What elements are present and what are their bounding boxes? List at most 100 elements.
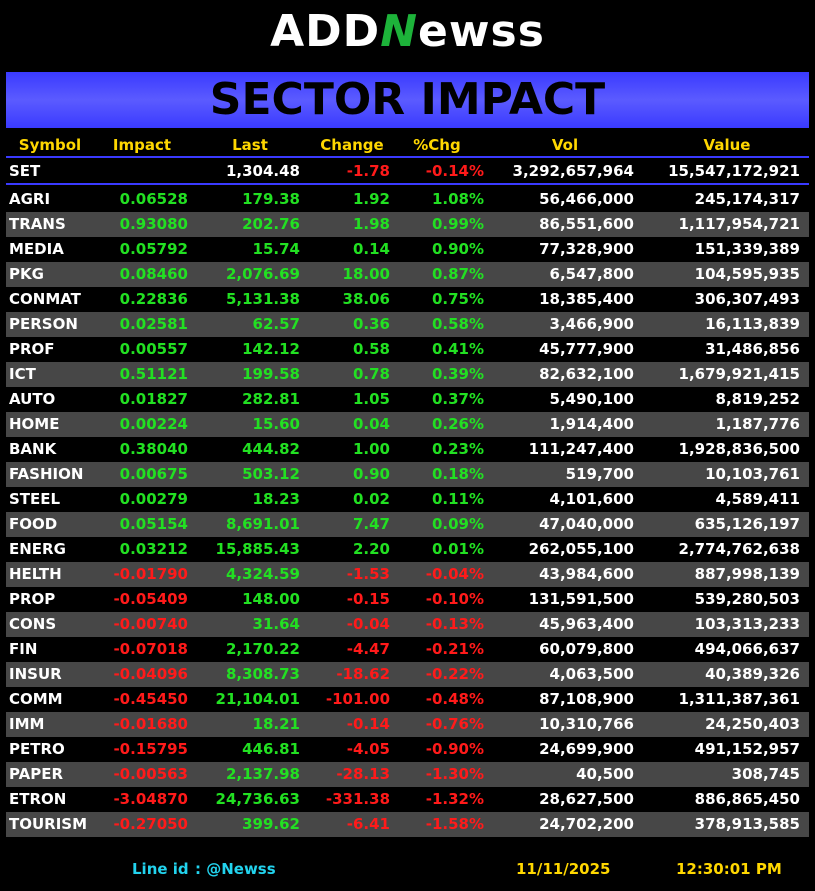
cell: 1,187,776: [715, 415, 800, 433]
cell: FIN: [9, 640, 38, 658]
cell: -0.15795: [113, 740, 188, 758]
cell: -0.15: [346, 590, 390, 608]
cell: 60,079,800: [539, 640, 634, 658]
table-row: PERSON 0.02581 62.57 0.36 0.58% 3,466,900 16,1…: [6, 312, 809, 337]
cell: 494,066,637: [694, 640, 800, 658]
title: SECTOR IMPACT: [209, 74, 606, 125]
column-header: Vol: [551, 136, 579, 154]
cell: 0.08460: [119, 265, 188, 283]
cell: -1.30%: [425, 765, 484, 783]
cell: 2,774,762,638: [678, 540, 800, 558]
cell: -0.05409: [113, 590, 188, 608]
cell: 282.81: [242, 390, 300, 408]
cell: 0.23%: [431, 440, 484, 458]
cell: 0.87%: [431, 265, 484, 283]
cell: 24,702,200: [539, 815, 634, 833]
cell: 3,292,657,964: [512, 162, 634, 180]
cell: 142.12: [242, 340, 300, 358]
header-row: Symbol Impact Last Change %Chg Vol Value: [6, 133, 809, 158]
table-row: ICT 0.51121 199.58 0.78 0.39% 82,632,100 1,679…: [6, 362, 809, 387]
cell: -0.00740: [113, 615, 188, 633]
cell: STEEL: [9, 490, 61, 508]
cell: 24,250,403: [705, 715, 800, 733]
cell: 40,500: [576, 765, 634, 783]
table-row: IMM -0.01680 18.21 -0.14 -0.76% 10,310,766 24,…: [6, 712, 809, 737]
footer-line-id: : @Newss: [195, 860, 276, 878]
cell: 15,885.43: [215, 540, 300, 558]
table-row: TRANS 0.93080 202.76 1.98 0.99% 86,551,600 1,1…: [6, 212, 809, 237]
cell: INSUR: [9, 665, 62, 683]
cell: 635,126,197: [694, 515, 800, 533]
footer-time: 12:30:01 PM: [676, 860, 782, 878]
cell: 1.92: [352, 190, 390, 208]
cell: 87,108,900: [539, 690, 634, 708]
cell: 0.36: [352, 315, 390, 333]
cell: -0.48%: [425, 690, 484, 708]
cell: 0.90: [352, 465, 390, 483]
cell: 0.51121: [119, 365, 188, 383]
cell: 0.00675: [119, 465, 188, 483]
cell: -0.76%: [425, 715, 484, 733]
logo: ADDNewss: [0, 6, 815, 57]
table-row: PROF 0.00557 142.12 0.58 0.41% 45,777,900 31,4…: [6, 337, 809, 362]
cell: TRANS: [9, 215, 66, 233]
cell: -101.00: [325, 690, 390, 708]
cell: 519,700: [565, 465, 634, 483]
separator: [6, 156, 809, 158]
cell: 10,103,761: [705, 465, 800, 483]
cell: 0.11%: [431, 490, 484, 508]
table-row: MEDIA 0.05792 15.74 0.14 0.90% 77,328,900 151,…: [6, 237, 809, 262]
cell: HOME: [9, 415, 60, 433]
cell: -0.07018: [113, 640, 188, 658]
cell: 8,819,252: [715, 390, 800, 408]
cell: 148.00: [242, 590, 300, 608]
cell: 1,117,954,721: [678, 215, 800, 233]
cell: 45,963,400: [539, 615, 634, 633]
cell: 45,777,900: [539, 340, 634, 358]
cell: 179.38: [242, 190, 300, 208]
logo-text: N: [380, 6, 419, 57]
cell: 18.21: [252, 715, 300, 733]
cell: ICT: [9, 365, 36, 383]
table-row: INSUR -0.04096 8,308.73 -18.62 -0.22% 4,063,5…: [6, 662, 809, 687]
cell: 40,389,326: [705, 665, 800, 683]
cell: 8,308.73: [225, 665, 300, 683]
cell: 2,076.69: [225, 265, 300, 283]
table-row: BANK 0.38040 444.82 1.00 0.23% 111,247,400 1,9…: [6, 437, 809, 462]
cell: -0.00563: [113, 765, 188, 783]
cell: -4.05: [346, 740, 390, 758]
cell: -28.13: [336, 765, 390, 783]
cell: 308,745: [731, 765, 800, 783]
cell: 0.75%: [431, 290, 484, 308]
cell: 47,040,000: [539, 515, 634, 533]
cell: 262,055,100: [528, 540, 634, 558]
cell: PROP: [9, 590, 56, 608]
cell: HELTH: [9, 565, 62, 583]
cell: -0.04: [346, 615, 390, 633]
table-row: PKG 0.08460 2,076.69 18.00 0.87% 6,547,800 104…: [6, 262, 809, 287]
cell: 151,339,389: [694, 240, 800, 258]
logo-text: ewss: [418, 6, 545, 57]
footer-label: Line id: [132, 860, 189, 878]
cell: 0.58%: [431, 315, 484, 333]
cell: 0.01827: [119, 390, 188, 408]
cell: 0.39%: [431, 365, 484, 383]
cell: 0.14: [352, 240, 390, 258]
cell: FASHION: [9, 465, 84, 483]
table-row: COMM -0.45450 21,104.01 -101.00 -0.48% 87,108…: [6, 687, 809, 712]
cell: 2,170.22: [225, 640, 300, 658]
cell: PKG: [9, 265, 44, 283]
cell: 446.81: [242, 740, 300, 758]
cell: 3,466,900: [549, 315, 634, 333]
cell: 24,736.63: [215, 790, 300, 808]
cell: 31,486,856: [705, 340, 800, 358]
cell: AGRI: [9, 190, 51, 208]
cell: 0.00279: [119, 490, 188, 508]
table-row: FIN -0.07018 2,170.22 -4.47 -0.21% 60,079,800…: [6, 637, 809, 662]
table-row: CONMAT 0.22836 5,131.38 38.06 0.75% 18,385,40…: [6, 287, 809, 312]
cell: 0.90%: [431, 240, 484, 258]
cell: -0.01680: [113, 715, 188, 733]
cell: 2,137.98: [225, 765, 300, 783]
cell: 0.22836: [119, 290, 188, 308]
cell: -0.22%: [425, 665, 484, 683]
